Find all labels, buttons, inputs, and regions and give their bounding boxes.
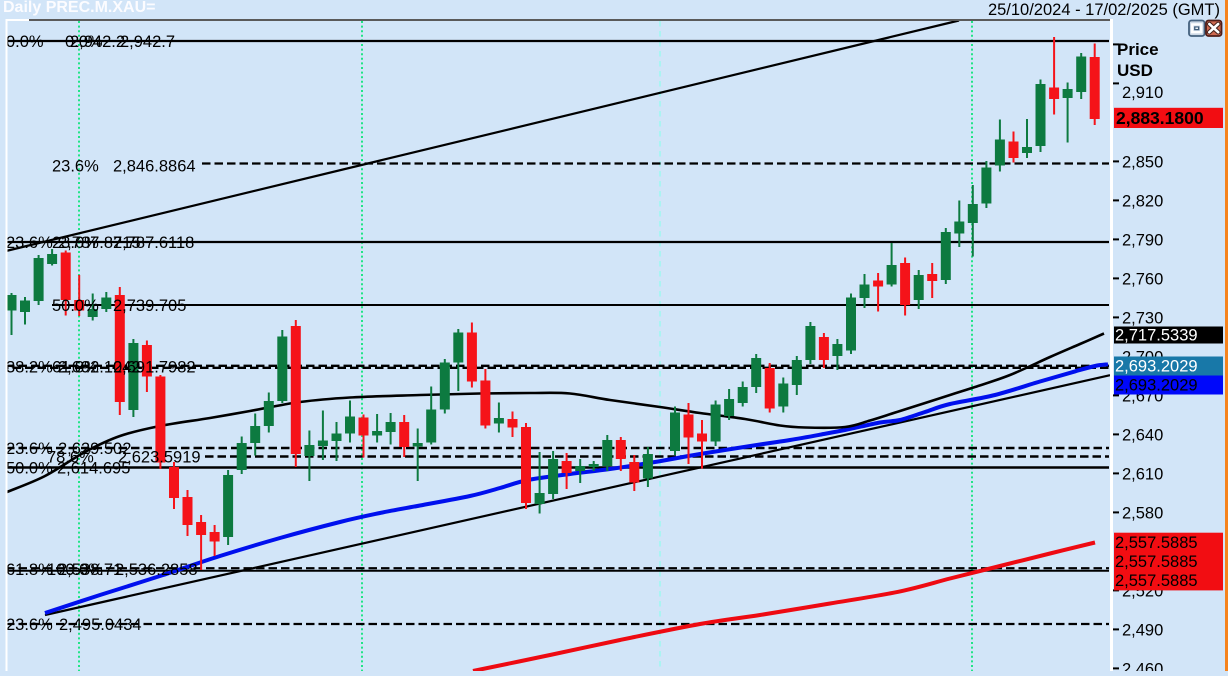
svg-text:2,495.0434: 2,495.0434 (59, 616, 142, 634)
svg-text:78.6%: 78.6% (47, 449, 94, 467)
svg-text:2,693.2029: 2,693.2029 (1115, 358, 1198, 376)
svg-text:2,538.71: 2,538.71 (58, 561, 122, 579)
svg-text:2,883.1800: 2,883.1800 (1116, 108, 1204, 128)
svg-text:50.0%: 50.0% (6, 460, 53, 478)
svg-text:2,739.705: 2,739.705 (113, 297, 186, 315)
svg-text:23.6%: 23.6% (6, 440, 53, 458)
svg-text:25/10/2024 - 17/02/2025 (GMT): 25/10/2024 - 17/02/2025 (GMT) (988, 1, 1220, 19)
svg-text:2,942.7: 2,942.7 (120, 33, 175, 51)
svg-text:0.0%: 0.0% (6, 33, 44, 51)
svg-text:61.8%: 61.8% (52, 359, 99, 377)
svg-text:2,557.5885: 2,557.5885 (1115, 553, 1198, 571)
svg-text:2,557.5885: 2,557.5885 (1115, 572, 1198, 590)
svg-text:2,490: 2,490 (1122, 621, 1163, 639)
svg-text:23.6%: 23.6% (52, 234, 99, 252)
svg-text:2,629.502: 2,629.502 (58, 440, 131, 458)
svg-text:Price: Price (1117, 40, 1159, 59)
svg-text:23.6%: 23.6% (6, 616, 53, 634)
svg-text:2,850: 2,850 (1122, 153, 1163, 171)
svg-text:2,536.2858: 2,536.2858 (115, 561, 198, 579)
svg-text:50.0%: 50.0% (52, 297, 99, 315)
svg-text:38.2%: 38.2% (6, 359, 53, 377)
svg-text:2,820: 2,820 (1122, 192, 1163, 210)
svg-text:2,640: 2,640 (1122, 426, 1163, 444)
svg-text:2,623.5919: 2,623.5919 (118, 449, 201, 467)
svg-text:2,760: 2,760 (1122, 270, 1163, 288)
svg-text:2,557.5885: 2,557.5885 (1115, 534, 1198, 552)
svg-text:2,846.8864: 2,846.8864 (113, 158, 196, 176)
svg-text:23.6%: 23.6% (52, 158, 99, 176)
svg-text:2,692.1042: 2,692.1042 (58, 359, 141, 377)
svg-text:2,942.2: 2,942.2 (70, 33, 125, 51)
svg-text:2,693.2029: 2,693.2029 (1115, 377, 1198, 395)
svg-text:2,717.5339: 2,717.5339 (1115, 327, 1198, 345)
svg-text:2,787.6118: 2,787.6118 (113, 234, 194, 252)
svg-text:Daily PREC.M.XAU=: Daily PREC.M.XAU= (3, 0, 155, 16)
svg-text:2,580: 2,580 (1122, 504, 1163, 522)
svg-text:2,910: 2,910 (1122, 84, 1163, 102)
svg-text:23.6%: 23.6% (6, 234, 53, 252)
svg-text:2,691.7982: 2,691.7982 (113, 359, 196, 377)
svg-text:2,787.8715: 2,787.8715 (58, 234, 141, 252)
svg-text:2,460: 2,460 (1122, 660, 1163, 671)
svg-text:2,614.695: 2,614.695 (57, 460, 130, 478)
svg-text:0.0%: 0.0% (65, 33, 103, 51)
svg-text:2,730: 2,730 (1122, 309, 1163, 327)
svg-text:100.0%: 100.0% (47, 561, 103, 579)
svg-text:USD: USD (1117, 61, 1153, 80)
svg-text:61.8%: 61.8% (6, 561, 53, 579)
svg-text:2,790: 2,790 (1122, 231, 1163, 249)
svg-text:2,610: 2,610 (1122, 465, 1163, 483)
